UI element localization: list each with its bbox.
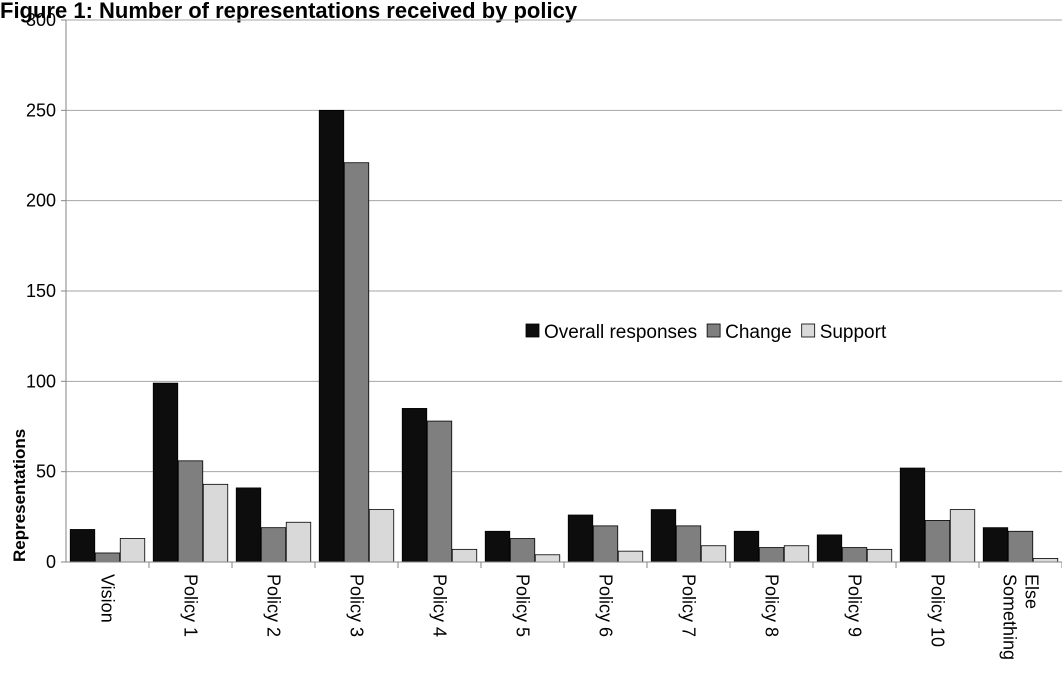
bar: [841, 547, 868, 563]
y-tick-label: 250: [26, 100, 56, 120]
y-axis-label: Representations: [10, 429, 29, 562]
bar: [94, 552, 121, 563]
bar: [866, 548, 893, 563]
bar: [567, 514, 594, 563]
y-tick-label: 200: [26, 191, 56, 211]
bar: [451, 548, 478, 563]
x-axis-ticks: Vision Policy 1 Policy 2 Policy 3 Policy 4 Po…: [98, 562, 1062, 660]
y-axis-ticks: 0 50 100 150 200 250 300: [26, 10, 66, 572]
y-tick-label: 100: [26, 371, 56, 391]
legend-swatch: [801, 323, 816, 338]
x-tick-label: Something: [1000, 574, 1020, 660]
bar: [119, 538, 146, 563]
bar: [924, 520, 951, 563]
chart-title: Figure 1: Number of representations rece…: [0, 0, 578, 23]
x-tick-label: Policy 10: [928, 574, 948, 647]
bar: [426, 420, 453, 563]
bar: [1032, 557, 1059, 563]
y-tick-label: 150: [26, 281, 56, 301]
bar: [899, 467, 926, 563]
x-tick-label: Else: [1022, 574, 1042, 609]
bar: [816, 534, 843, 563]
bar: [617, 550, 644, 563]
bar: [343, 162, 370, 563]
x-tick-label: Policy 5: [513, 574, 533, 637]
bar: [69, 529, 96, 563]
gridlines: [66, 19, 1062, 473]
legend-label: Support: [820, 322, 887, 343]
bar: [235, 487, 262, 563]
y-tick-label: 0: [46, 552, 56, 572]
bar: [758, 547, 785, 563]
x-tick-label: Vision: [98, 574, 118, 623]
bar: [592, 525, 619, 563]
bar: [982, 527, 1009, 563]
bar: [285, 521, 312, 563]
legend-swatch: [525, 323, 540, 338]
bar: [177, 460, 204, 563]
bar: [534, 554, 561, 563]
bar: [675, 525, 702, 563]
x-tick-label: Policy 6: [596, 574, 616, 637]
legend-swatch: [706, 323, 721, 338]
legend-label: Change: [725, 322, 792, 343]
bar: [509, 538, 536, 563]
bar: [1007, 530, 1034, 563]
x-tick-label: Policy 3: [347, 574, 367, 637]
x-tick-label: Policy 7: [679, 574, 699, 637]
bar: [949, 509, 976, 563]
bars: [69, 109, 1059, 563]
legend: Overall responses Change Support: [525, 322, 887, 343]
bar: [368, 509, 395, 563]
bar: [700, 545, 727, 563]
bar: [318, 109, 345, 563]
y-tick-label: 300: [26, 10, 56, 30]
bar: [783, 545, 810, 563]
bar: [650, 509, 677, 563]
x-tick-label: Policy 4: [430, 574, 450, 637]
bar: [401, 408, 428, 563]
bar: [484, 530, 511, 563]
x-tick-label: Policy 1: [181, 574, 201, 637]
bar: [733, 530, 760, 563]
y-tick-label: 50: [36, 462, 56, 482]
x-tick-label: Policy 8: [762, 574, 782, 637]
x-tick-label: Policy 2: [264, 574, 284, 637]
x-tick-label: Policy 9: [845, 574, 865, 637]
bar: [260, 527, 287, 563]
bar: [202, 483, 229, 563]
legend-label: Overall responses: [544, 322, 697, 343]
bar: [152, 382, 179, 563]
